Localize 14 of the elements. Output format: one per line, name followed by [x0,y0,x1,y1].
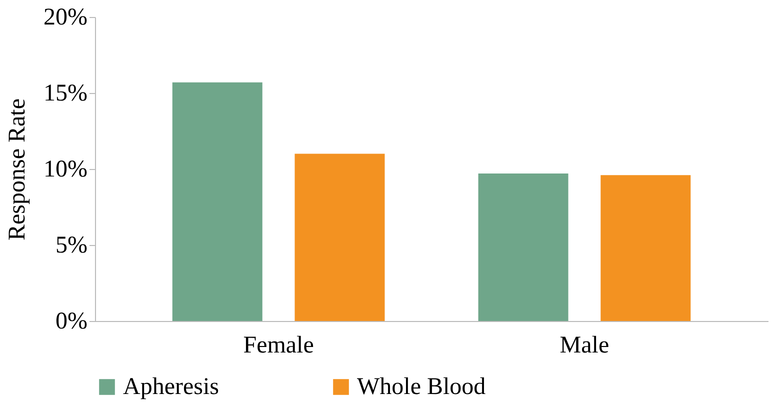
bar [294,154,385,321]
y-tick-label: 5% [56,232,88,258]
legend-label: Whole Blood [357,374,486,400]
y-tick-label: 0% [56,308,88,334]
bar [172,82,262,321]
legend-label: Apheresis [123,374,219,400]
bar [478,174,568,321]
x-tick-label: Male [560,332,610,358]
y-tick-label: 10% [44,156,88,182]
x-tick-label: Female [243,332,314,358]
y-tick-label: 15% [44,80,88,106]
y-axis-title: Response Rate [4,98,31,240]
bar [600,175,691,321]
y-tick-label: 20% [44,4,88,30]
